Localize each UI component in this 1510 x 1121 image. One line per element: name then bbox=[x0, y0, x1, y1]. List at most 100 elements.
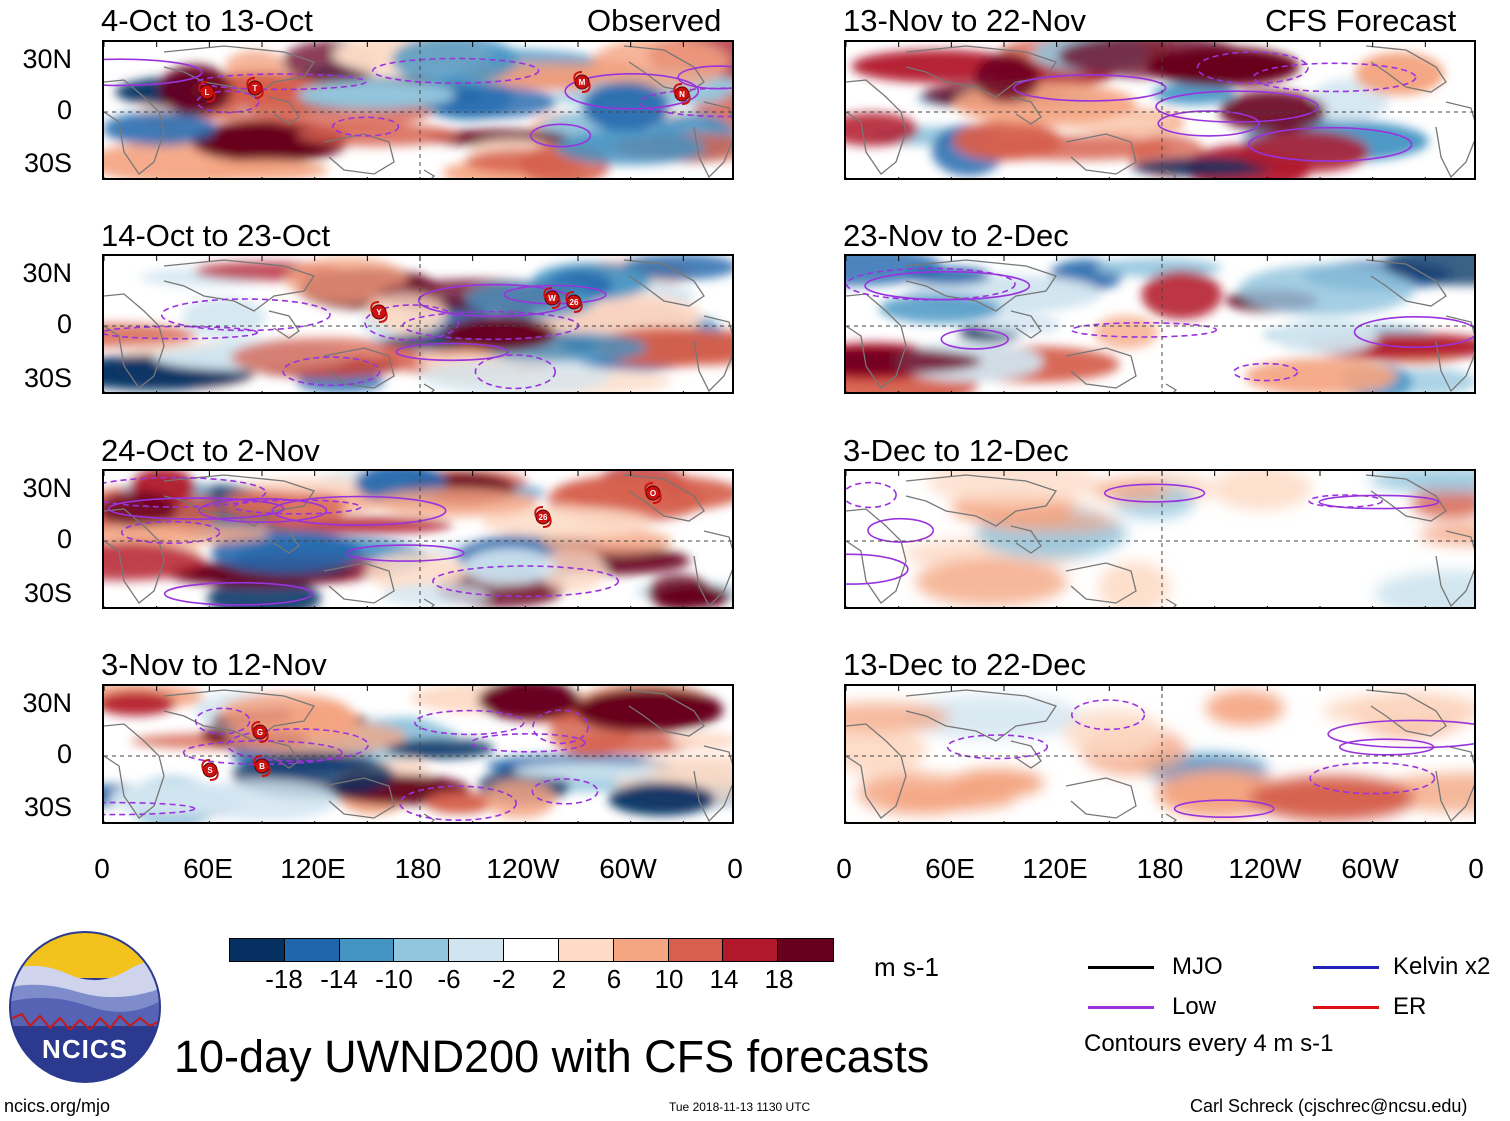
wind-anomaly-map: L T M N bbox=[104, 42, 732, 178]
wind-anomaly-map bbox=[846, 686, 1474, 822]
low-contour bbox=[120, 520, 221, 545]
svg-text:N: N bbox=[679, 90, 685, 99]
low-contour bbox=[226, 728, 369, 762]
map-panel: 26 O bbox=[102, 469, 734, 609]
anomaly-blob bbox=[1205, 690, 1285, 726]
low-contour bbox=[399, 785, 517, 821]
anomaly-blob bbox=[647, 574, 712, 607]
x-tick-label: 60E bbox=[925, 853, 975, 884]
low-contour bbox=[1247, 126, 1413, 162]
anomaly-blob bbox=[927, 471, 1099, 507]
svg-text:L: L bbox=[205, 88, 210, 97]
colorbar-swatch bbox=[449, 939, 505, 961]
logo-text: NCICS bbox=[42, 1034, 128, 1064]
coastline bbox=[1065, 347, 1137, 389]
wind-anomaly-map bbox=[846, 471, 1474, 607]
anomaly-blob bbox=[1156, 769, 1283, 818]
x-tick-label: 60E bbox=[183, 853, 233, 884]
tropical-cyclone-icon: 26 bbox=[534, 506, 552, 528]
coastline bbox=[323, 347, 395, 389]
svg-text:O: O bbox=[650, 489, 656, 498]
coastline bbox=[1365, 45, 1447, 93]
low-contour bbox=[846, 481, 897, 509]
anomaly-blob bbox=[608, 782, 715, 816]
y-tick-label: 30N bbox=[22, 44, 72, 74]
tropical-cyclone-icon: 26 bbox=[565, 291, 583, 313]
coastline bbox=[1435, 315, 1474, 392]
x-tick-label: 0 bbox=[1468, 853, 1484, 884]
main-title: 10-day UWND200 with CFS forecasts bbox=[174, 1031, 930, 1082]
coastline bbox=[1010, 740, 1042, 769]
anomaly-blob bbox=[671, 732, 732, 750]
low-contour bbox=[1071, 699, 1146, 731]
x-tick-label: 60W bbox=[1341, 853, 1399, 884]
anomaly-blob bbox=[466, 281, 596, 319]
colorbar-tick-label: -10 bbox=[375, 964, 413, 994]
panel-label: CFS Forecast bbox=[1265, 3, 1457, 38]
anomaly-blob bbox=[104, 542, 205, 581]
coastline bbox=[1165, 813, 1178, 822]
map-panel bbox=[844, 469, 1476, 609]
low-contour bbox=[946, 734, 1049, 760]
low-contour bbox=[677, 65, 732, 90]
footer-link[interactable]: ncics.org/mjo bbox=[4, 1096, 111, 1116]
anomaly-blob bbox=[905, 266, 991, 286]
tropical-cyclone-icon: L bbox=[198, 81, 216, 103]
anomaly-blob bbox=[1131, 157, 1276, 177]
anomaly-blob bbox=[420, 358, 611, 392]
coastline bbox=[323, 133, 395, 175]
anomaly-blob bbox=[104, 524, 270, 544]
coastline bbox=[1010, 96, 1042, 125]
coastline bbox=[104, 293, 165, 389]
low-contour bbox=[1196, 51, 1309, 85]
anomaly-blob bbox=[952, 120, 1063, 161]
map-panel bbox=[844, 40, 1476, 180]
coastline bbox=[1365, 689, 1447, 737]
logo-globe-icon bbox=[9, 931, 161, 1083]
low-contour bbox=[372, 57, 540, 84]
coastline bbox=[1010, 310, 1042, 339]
panel-title: 4-Oct to 13-Oct bbox=[101, 3, 313, 38]
anomaly-blob bbox=[372, 487, 539, 517]
anomaly-blob bbox=[1368, 471, 1474, 493]
anomaly-blob bbox=[1272, 319, 1379, 354]
tropical-cyclone-icon: M bbox=[573, 71, 591, 93]
low-contour bbox=[564, 72, 700, 110]
anomaly-blob bbox=[1141, 270, 1222, 320]
anomaly-blob bbox=[884, 788, 1016, 811]
x-tick-label: 180 bbox=[1136, 853, 1184, 884]
low-contour bbox=[1070, 322, 1218, 338]
y-tick-label: 0 bbox=[56, 95, 72, 125]
low-contour bbox=[413, 709, 525, 736]
low-contour bbox=[864, 270, 1031, 301]
low-contour bbox=[364, 304, 460, 341]
map-panel bbox=[844, 254, 1476, 394]
map-panel: G B S bbox=[102, 684, 734, 824]
anomaly-blob bbox=[846, 348, 982, 375]
coastline bbox=[1165, 598, 1178, 607]
anomaly-blob bbox=[424, 791, 494, 814]
anomaly-blob bbox=[846, 701, 951, 733]
legend-label-low: Low bbox=[1172, 993, 1217, 1020]
colorbar-tick-label: 2 bbox=[551, 964, 567, 994]
svg-text:W: W bbox=[548, 294, 556, 303]
low-contour bbox=[1155, 90, 1319, 123]
low-contour bbox=[163, 581, 314, 606]
coastline bbox=[163, 689, 316, 742]
wind-anomaly-map: 26 O bbox=[104, 471, 732, 607]
low-contour bbox=[532, 709, 590, 745]
low-contour bbox=[470, 732, 586, 753]
y-tick-label: 0 bbox=[56, 739, 72, 769]
legend-label-kelvin: Kelvin x2 bbox=[1393, 953, 1491, 980]
coastline bbox=[1165, 169, 1178, 178]
colorbar-swatch bbox=[668, 939, 724, 961]
anomaly-blob bbox=[484, 779, 556, 819]
anomaly-blob bbox=[1383, 256, 1474, 286]
colorbar-tick-label: 6 bbox=[606, 964, 622, 994]
anomaly-blob bbox=[442, 316, 557, 352]
coastline bbox=[623, 689, 705, 737]
anomaly-blob bbox=[582, 82, 670, 133]
anomaly-blob bbox=[1211, 471, 1312, 511]
low-contour bbox=[198, 497, 328, 523]
low-contour bbox=[194, 707, 251, 735]
